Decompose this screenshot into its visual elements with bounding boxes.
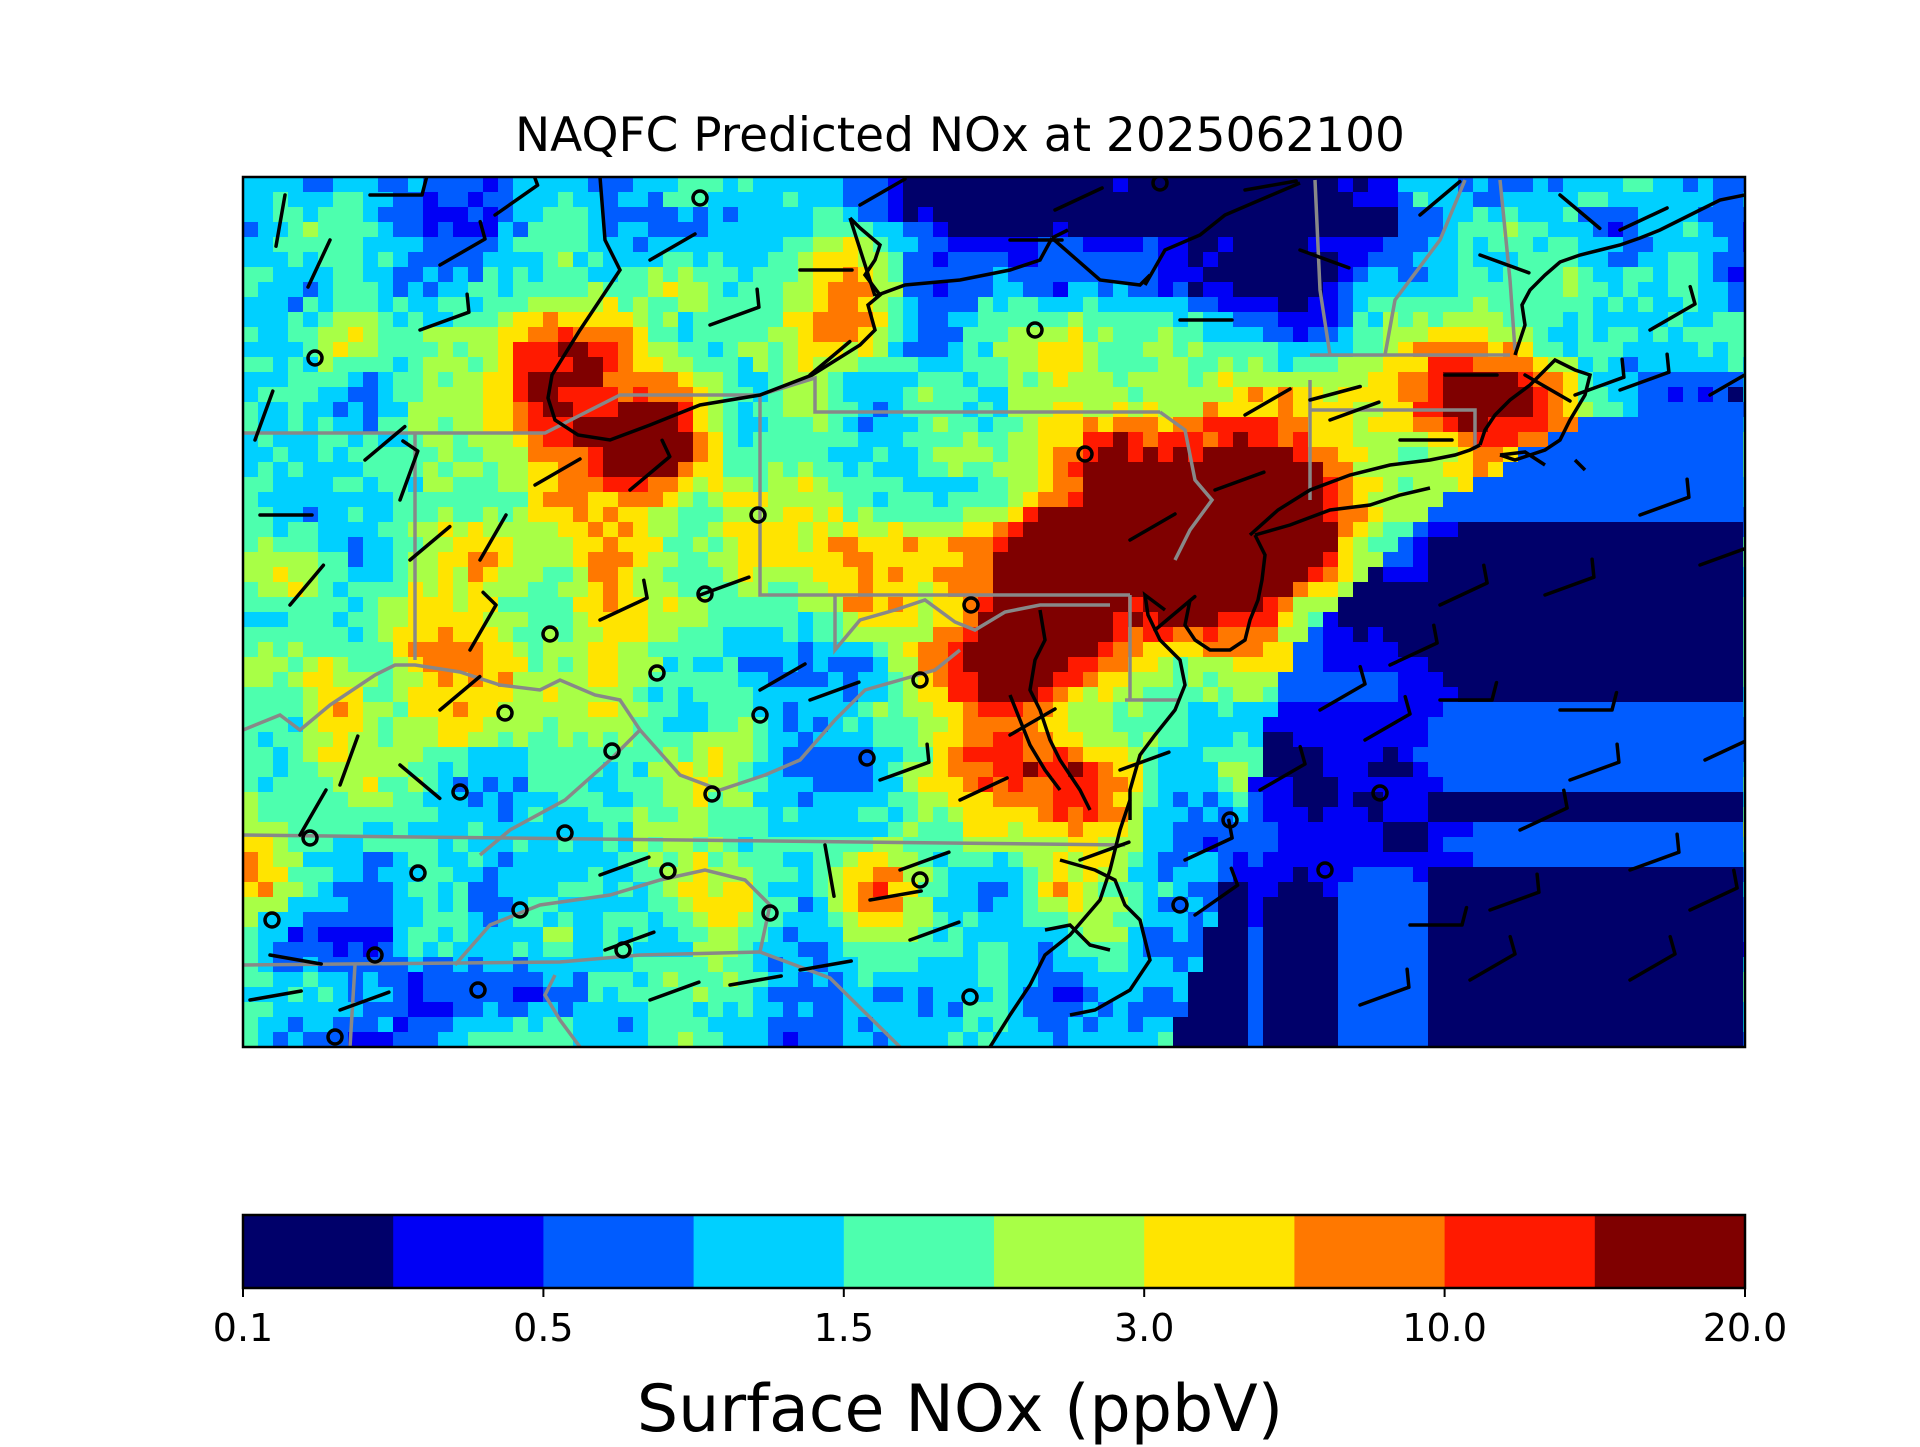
colorbar-label: Surface NOx (ppbV) (0, 1372, 1920, 1447)
colorbar-segment (1294, 1215, 1445, 1288)
colorbar-segment (1144, 1215, 1295, 1288)
colorbar-tick-label: 3.0 (1114, 1306, 1174, 1350)
colorbar (243, 1215, 1746, 1297)
colorbar-tick-label: 0.1 (213, 1306, 273, 1350)
colorbar-segment (844, 1215, 995, 1288)
colorbar-tick-label: 0.5 (513, 1306, 573, 1350)
colorbar-segment (694, 1215, 845, 1288)
colorbar-segment (994, 1215, 1145, 1288)
colorbar-tick-label: 10.0 (1402, 1306, 1487, 1350)
colorbar-tick-label: 20.0 (1703, 1306, 1788, 1350)
colorbar-segment (1595, 1215, 1746, 1288)
colorbar-segment (393, 1215, 544, 1288)
colorbar-tick-label: 1.5 (814, 1306, 874, 1350)
colorbar-segment (1445, 1215, 1596, 1288)
colorbar-segment (243, 1215, 394, 1288)
nox-field (243, 177, 1759, 1048)
colorbar-segment (543, 1215, 694, 1288)
